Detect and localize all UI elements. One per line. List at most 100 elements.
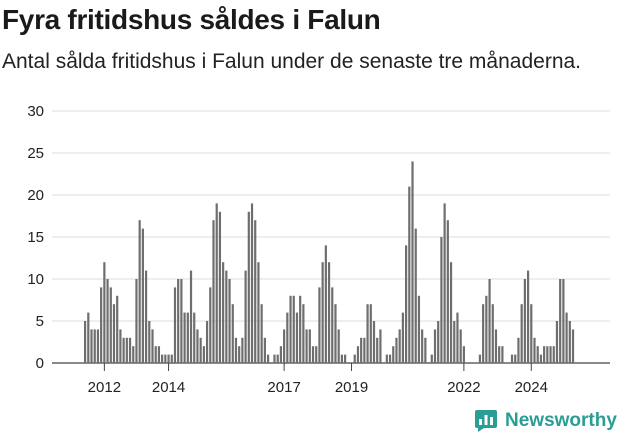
x-tick-label: 2022 — [447, 379, 480, 396]
bar — [549, 346, 552, 363]
bar — [254, 220, 257, 363]
bar — [440, 237, 443, 363]
bar — [318, 287, 321, 363]
bar — [562, 279, 565, 363]
bar — [363, 337, 366, 363]
bar — [543, 346, 546, 363]
bar — [167, 354, 170, 363]
bar — [405, 245, 408, 363]
bar — [510, 354, 514, 363]
bar — [250, 203, 254, 363]
bar — [546, 346, 549, 363]
bar — [443, 203, 446, 363]
bar — [209, 287, 212, 363]
y-axis-ticks: 0 5 10 15 20 25 30 — [27, 103, 44, 372]
chart-title: Fyra fritidshus såldes i Falun — [2, 4, 381, 35]
bar — [228, 279, 231, 363]
bar — [218, 211, 222, 363]
bar — [148, 321, 151, 363]
bar — [157, 346, 161, 363]
bar — [196, 329, 199, 363]
bar — [87, 312, 90, 363]
bar — [327, 262, 331, 363]
bar — [376, 337, 379, 363]
bar — [568, 321, 571, 363]
bar — [234, 337, 238, 363]
bar — [408, 186, 411, 363]
bar — [138, 220, 141, 363]
bar — [498, 346, 501, 363]
bar — [302, 304, 305, 363]
bar — [315, 346, 318, 363]
bar — [106, 279, 109, 363]
bar — [385, 354, 388, 363]
bar — [555, 321, 559, 363]
bar — [321, 262, 324, 363]
bar — [520, 304, 523, 363]
bar — [523, 279, 526, 363]
x-tick-label: 2014 — [152, 379, 185, 396]
bar — [398, 329, 401, 363]
bar — [225, 270, 228, 363]
bar — [449, 262, 453, 363]
y-tick-label: 5 — [36, 313, 44, 330]
x-tick-label: 2024 — [515, 379, 548, 396]
bar — [514, 354, 517, 363]
gridlines — [52, 110, 610, 364]
bar — [103, 262, 106, 363]
bar — [424, 337, 427, 363]
bar — [536, 346, 539, 363]
bar-chart: 0 5 10 15 20 25 30 2012 2014 2017 2019 2022 2024 4 — [27, 0, 610, 396]
bar — [462, 346, 465, 363]
x-tick-label: 2017 — [267, 379, 300, 396]
bar — [372, 321, 376, 363]
bar — [141, 228, 144, 363]
y-tick-label: 15 — [27, 229, 44, 246]
bar — [273, 354, 276, 363]
bar — [340, 354, 343, 363]
bar — [90, 329, 93, 363]
bar — [324, 245, 327, 363]
bar — [180, 279, 183, 363]
bar — [539, 354, 543, 363]
bar — [559, 279, 562, 363]
bar — [283, 329, 286, 363]
bar — [344, 354, 347, 363]
bar — [96, 329, 100, 363]
bar — [446, 220, 449, 363]
bar — [456, 312, 459, 363]
bar — [215, 203, 218, 363]
newsworthy-logo: Newsworthy — [474, 406, 617, 436]
chart-subtitle: Antal sålda fritidshus i Falun under de … — [2, 50, 582, 73]
bar — [238, 346, 241, 363]
bar — [231, 304, 234, 363]
bar — [488, 279, 491, 363]
bar — [222, 262, 225, 363]
bar — [173, 287, 177, 363]
bar — [478, 354, 482, 363]
bar — [286, 312, 289, 363]
bar — [170, 354, 173, 363]
x-tick-label: 2012 — [88, 379, 121, 396]
bar — [186, 312, 189, 363]
bar — [494, 329, 498, 363]
x-tick-label: 2019 — [335, 379, 368, 396]
bar — [334, 304, 337, 363]
bar — [212, 220, 215, 363]
bar — [433, 329, 437, 363]
bar — [151, 329, 154, 363]
bar — [552, 346, 555, 363]
bar — [526, 270, 530, 363]
bar — [289, 295, 292, 363]
bar — [305, 329, 308, 363]
bar — [116, 295, 119, 363]
bar — [395, 337, 398, 363]
bar — [437, 321, 440, 363]
bar — [533, 337, 536, 363]
bar — [295, 312, 299, 363]
bar — [144, 270, 148, 363]
bar — [337, 329, 340, 363]
bar — [414, 228, 417, 363]
bar — [177, 279, 180, 363]
bar — [331, 287, 334, 363]
